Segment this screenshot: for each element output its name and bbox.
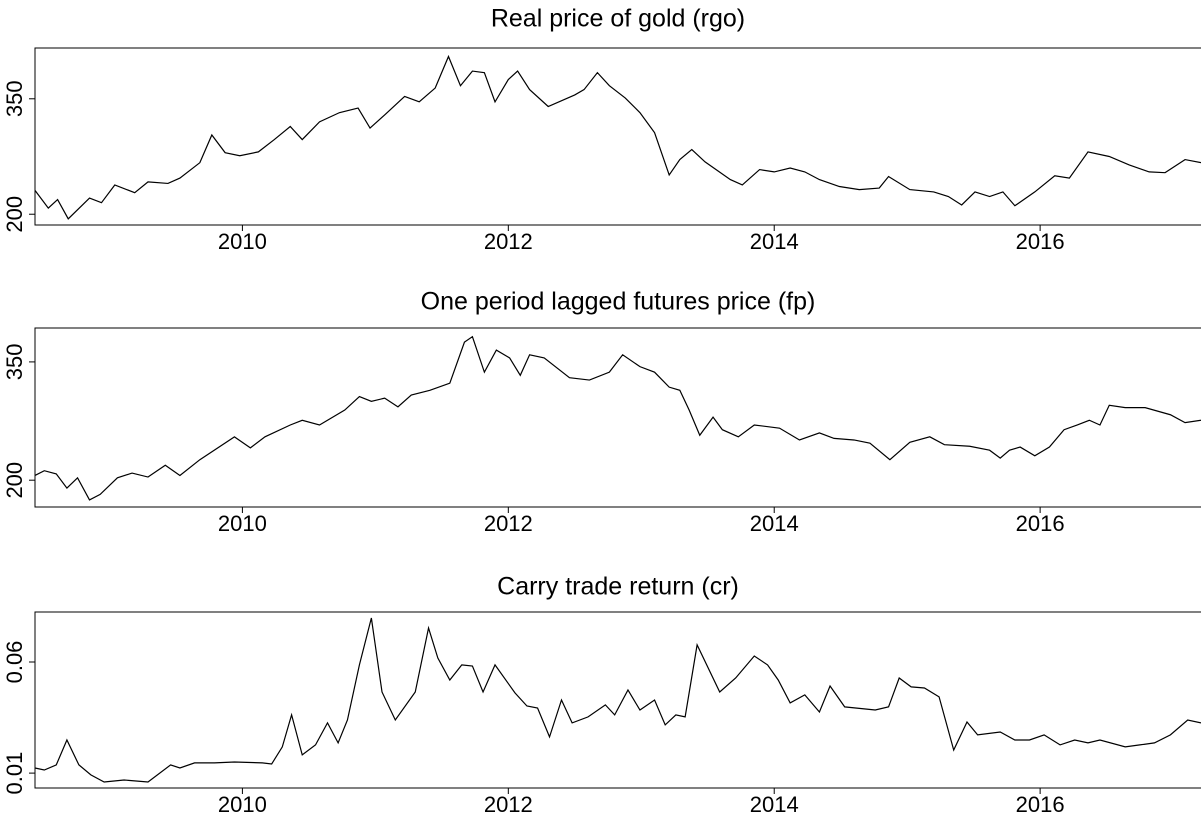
y-tick-label: 0.06 (2, 641, 27, 684)
x-tick-label: 2010 (218, 229, 267, 254)
y-tick-label: 0.01 (2, 752, 27, 795)
y-tick-label: 200 (2, 196, 27, 233)
series-line (34, 54, 1201, 220)
x-tick-label: 2014 (750, 792, 799, 817)
x-tick-label: 2014 (750, 511, 799, 536)
x-tick-label: 2016 (1016, 229, 1065, 254)
x-tick-label: 2010 (218, 792, 267, 817)
x-tick-label: 2010 (218, 511, 267, 536)
chart-title: One period lagged futures price (fp) (421, 288, 816, 316)
x-tick-label: 2012 (484, 792, 533, 817)
series-line (34, 617, 1201, 783)
plot-frame (34, 611, 1201, 789)
plot-frame (34, 327, 1201, 508)
series-line (34, 335, 1201, 501)
x-tick-label: 2016 (1016, 511, 1065, 536)
x-tick-label: 2012 (484, 229, 533, 254)
plot-frame (34, 47, 1201, 226)
chart-title: Real price of gold (rgo) (491, 5, 745, 33)
y-tick-label: 200 (2, 462, 27, 499)
chart-title: Carry trade return (cr) (497, 573, 739, 601)
x-tick-label: 2014 (750, 229, 799, 254)
x-tick-label: 2016 (1016, 792, 1065, 817)
y-tick-label: 350 (2, 344, 27, 381)
x-tick-label: 2012 (484, 511, 533, 536)
y-tick-label: 350 (2, 80, 27, 117)
